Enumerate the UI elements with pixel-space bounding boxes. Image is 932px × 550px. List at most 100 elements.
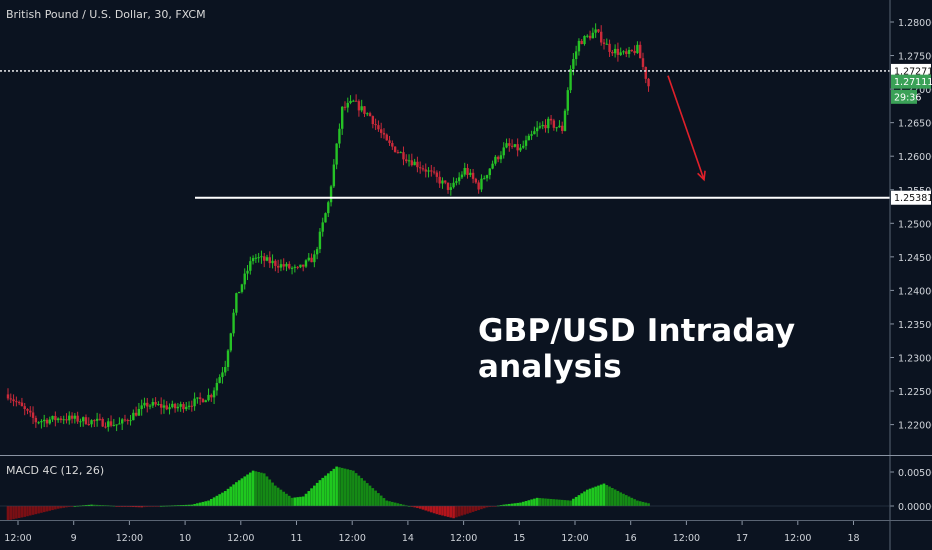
price-axis[interactable]: 1.280001.275001.270001.265001.260001.255… xyxy=(890,18,932,513)
candle-body[interactable] xyxy=(193,398,196,407)
candle-body[interactable] xyxy=(185,406,188,410)
candle-body[interactable] xyxy=(343,106,347,108)
candle-body[interactable] xyxy=(215,382,219,391)
candle-body[interactable] xyxy=(636,44,639,54)
candle-body[interactable] xyxy=(210,394,213,398)
candle-body[interactable] xyxy=(15,401,18,403)
candle-body[interactable] xyxy=(541,124,544,127)
candle-body[interactable] xyxy=(260,256,263,258)
candle-body[interactable] xyxy=(357,101,361,111)
candle-body[interactable] xyxy=(547,118,550,129)
candle-body[interactable] xyxy=(488,168,492,176)
candle-body[interactable] xyxy=(307,257,310,261)
candle-body[interactable] xyxy=(494,156,497,164)
candle-body[interactable] xyxy=(182,404,185,410)
candle-body[interactable] xyxy=(165,405,168,410)
candle-body[interactable] xyxy=(466,167,469,175)
candle-body[interactable] xyxy=(45,419,49,424)
candle-body[interactable] xyxy=(368,113,372,117)
candle-body[interactable] xyxy=(201,398,205,403)
candle-body[interactable] xyxy=(363,106,366,114)
candle-body[interactable] xyxy=(68,415,71,421)
candle-body[interactable] xyxy=(98,418,102,420)
candle-body[interactable] xyxy=(563,110,567,131)
candle-body[interactable] xyxy=(115,424,118,426)
candle-body[interactable] xyxy=(293,266,297,268)
candle-body[interactable] xyxy=(107,421,110,427)
candle-body[interactable] xyxy=(424,169,427,172)
candle-body[interactable] xyxy=(159,403,163,408)
candle-body[interactable] xyxy=(441,180,444,184)
candle-body[interactable] xyxy=(315,249,319,255)
candle-body[interactable] xyxy=(240,284,244,292)
candle-body[interactable] xyxy=(616,48,620,55)
candle-body[interactable] xyxy=(449,187,453,190)
candle-body[interactable] xyxy=(148,405,152,407)
candle-body[interactable] xyxy=(37,422,40,424)
candle-body[interactable] xyxy=(79,421,82,423)
candle-body[interactable] xyxy=(586,35,589,37)
candle-body[interactable] xyxy=(104,426,107,428)
candle-body[interactable] xyxy=(418,167,422,169)
candle-body[interactable] xyxy=(535,127,539,132)
candle-body[interactable] xyxy=(154,402,157,405)
candle-body[interactable] xyxy=(257,257,260,259)
candle-body[interactable] xyxy=(391,143,394,147)
candle-body[interactable] xyxy=(93,420,96,422)
candle-body[interactable] xyxy=(196,397,199,399)
price-pane[interactable] xyxy=(0,23,890,432)
candle-body[interactable] xyxy=(558,125,561,128)
candle-body[interactable] xyxy=(508,143,511,146)
candle-body[interactable] xyxy=(12,399,15,402)
candle-body[interactable] xyxy=(644,66,647,79)
candle-body[interactable] xyxy=(446,182,450,190)
candle-body[interactable] xyxy=(34,417,38,423)
candle-body[interactable] xyxy=(416,161,419,168)
candle-body[interactable] xyxy=(204,400,207,403)
candle-body[interactable] xyxy=(413,161,416,166)
candle-body[interactable] xyxy=(566,90,569,111)
candle-body[interactable] xyxy=(51,415,54,420)
candle-body[interactable] xyxy=(327,202,330,214)
candle-body[interactable] xyxy=(388,140,391,144)
candle-body[interactable] xyxy=(246,270,249,274)
candle-body[interactable] xyxy=(190,405,194,407)
candle-body[interactable] xyxy=(26,409,29,411)
candle-body[interactable] xyxy=(471,172,475,179)
candle-body[interactable] xyxy=(583,36,586,45)
candle-body[interactable] xyxy=(17,402,21,404)
candle-body[interactable] xyxy=(524,140,528,146)
candle-body[interactable] xyxy=(338,128,341,144)
candle-body[interactable] xyxy=(23,406,26,410)
candle-body[interactable] xyxy=(396,152,400,154)
candle-body[interactable] xyxy=(455,181,458,183)
candle-body[interactable] xyxy=(81,417,85,422)
candle-body[interactable] xyxy=(608,43,611,52)
candle-body[interactable] xyxy=(538,126,542,128)
candle-body[interactable] xyxy=(304,260,308,267)
candle-body[interactable] xyxy=(321,222,324,232)
candle-body[interactable] xyxy=(271,260,274,264)
candle-body[interactable] xyxy=(48,419,51,424)
candle-body[interactable] xyxy=(120,419,124,424)
candle-body[interactable] xyxy=(619,52,622,55)
candle-body[interactable] xyxy=(552,120,556,128)
candle-body[interactable] xyxy=(430,170,433,172)
candle-body[interactable] xyxy=(457,177,461,182)
candle-body[interactable] xyxy=(513,144,517,147)
candle-body[interactable] xyxy=(496,156,500,160)
candle-body[interactable] xyxy=(432,171,436,173)
candle-body[interactable] xyxy=(285,263,288,267)
candle-body[interactable] xyxy=(40,421,43,423)
candle-body[interactable] xyxy=(360,106,363,111)
candle-body[interactable] xyxy=(502,147,505,156)
candle-body[interactable] xyxy=(485,175,489,179)
candle-body[interactable] xyxy=(187,405,191,407)
candle-body[interactable] xyxy=(229,333,232,351)
candle-body[interactable] xyxy=(527,135,530,141)
candle-body[interactable] xyxy=(505,143,508,148)
candle-body[interactable] xyxy=(580,40,583,45)
candle-body[interactable] xyxy=(491,163,494,169)
candle-body[interactable] xyxy=(410,160,414,166)
candle-body[interactable] xyxy=(276,265,280,268)
